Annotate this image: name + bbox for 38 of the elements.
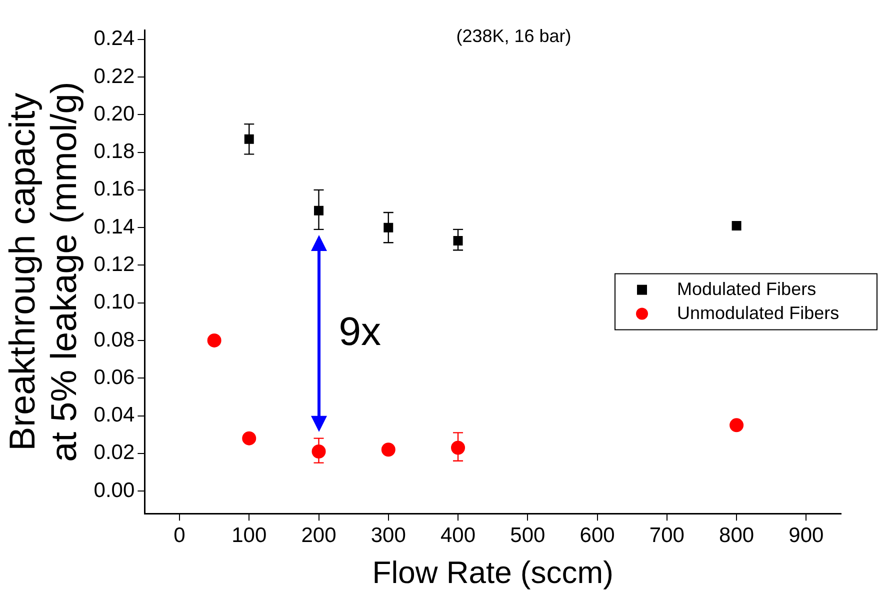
y-tick-label: 0.14 bbox=[94, 215, 135, 238]
point bbox=[453, 236, 463, 246]
y-axis-title: Breakthrough capacity at 5% leakage (mmol/g) bbox=[2, 82, 84, 462]
annotation: (238K, 16 bar) bbox=[456, 26, 572, 46]
legend-label: Unmodulated Fibers bbox=[677, 302, 840, 323]
point bbox=[732, 220, 742, 230]
x-tick-label: 0 bbox=[174, 524, 186, 547]
y-tick-label: 0.24 bbox=[94, 27, 135, 50]
y-tick-label: 0.16 bbox=[94, 178, 135, 201]
point bbox=[381, 442, 396, 457]
x-tick-label: 100 bbox=[232, 524, 267, 547]
y-tick-label: 0.02 bbox=[94, 441, 135, 464]
y-tick-label: 0.00 bbox=[94, 478, 135, 502]
y-tick-label: 0.10 bbox=[94, 290, 135, 314]
point bbox=[207, 333, 222, 348]
x-tick-label: 400 bbox=[440, 524, 476, 547]
y-tick-label: 0.06 bbox=[94, 366, 135, 389]
point bbox=[242, 431, 256, 446]
x-tick-label: 600 bbox=[580, 524, 615, 547]
y-tick-label: 0.18 bbox=[94, 140, 135, 164]
y-tick-label: 0.20 bbox=[94, 102, 135, 126]
legend-label: Modulated Fibers bbox=[677, 278, 816, 299]
x-tick-label: 200 bbox=[301, 524, 336, 547]
point bbox=[730, 418, 744, 432]
x-tick-label: 300 bbox=[370, 524, 406, 547]
x-tick-label: 700 bbox=[649, 524, 684, 547]
annotation: 9x bbox=[338, 308, 381, 356]
x-axis-title: Flow Rate (sccm) bbox=[372, 554, 614, 590]
point bbox=[384, 222, 394, 232]
y-tick-label: 0.12 bbox=[94, 253, 135, 276]
point bbox=[244, 134, 254, 144]
y-tick-label: 0.08 bbox=[94, 328, 135, 352]
y-tick-label: 0.04 bbox=[94, 404, 135, 427]
point bbox=[451, 440, 466, 455]
x-tick-label: 500 bbox=[510, 524, 546, 547]
x-tick-label: 900 bbox=[788, 524, 824, 547]
x-tick-label: 800 bbox=[719, 524, 754, 547]
y-tick-label: 0.22 bbox=[94, 64, 135, 88]
